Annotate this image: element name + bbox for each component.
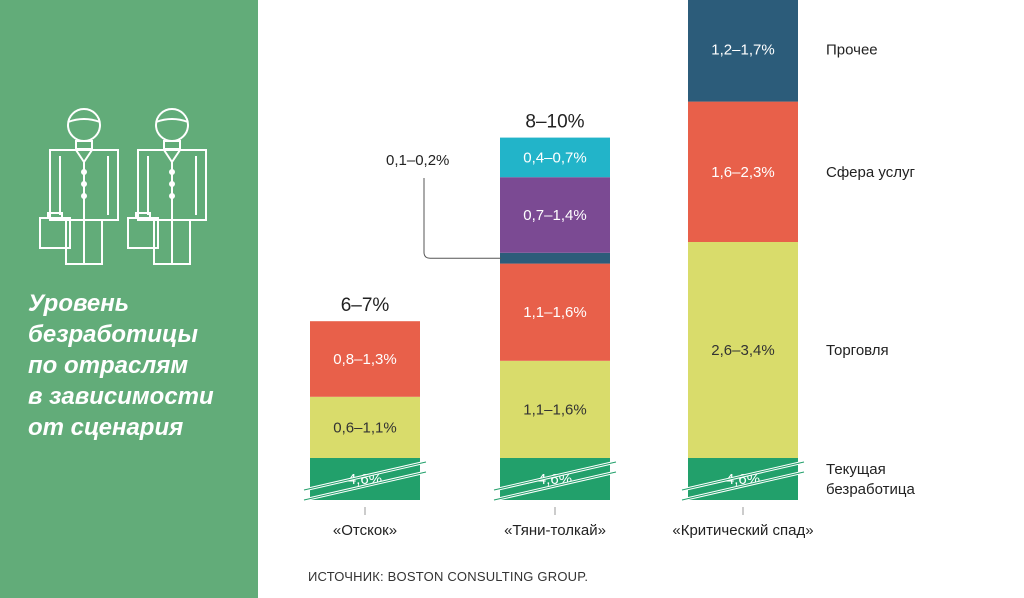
total-label: 6–7% <box>341 295 390 316</box>
businessman-with-briefcase-icon <box>39 108 207 265</box>
axis-break-mark <box>493 471 617 501</box>
bar-segment <box>500 137 610 178</box>
chart-title-line: Уровень <box>28 290 129 317</box>
chart-title-line: от сценария <box>28 414 184 441</box>
axis-break-mark <box>681 471 805 501</box>
source-note: ИСТОЧНИК: BOSTON CONSULTING GROUP. <box>308 569 588 584</box>
chart-title-line: в зависимости <box>28 383 214 410</box>
legend-entry: Торговля <box>826 342 889 359</box>
axis-break-mark <box>681 461 805 491</box>
data-label: 0,4–0,7% <box>523 149 586 166</box>
data-label: 2,6–3,4% <box>711 342 774 359</box>
chart-title-line: безработицы <box>28 321 198 348</box>
bar-segment <box>500 263 610 361</box>
callout-leader <box>423 178 501 259</box>
data-label: 1,2–1,7% <box>711 41 774 58</box>
axis-break-mark <box>493 461 617 491</box>
bar-segment <box>310 321 420 397</box>
legend-entry: безработица <box>826 481 915 498</box>
legend-entry: Сфера услуг <box>826 164 915 181</box>
bars-layer: 4,6%0,6–1,1%0,8–1,3%6–7%«Отскок»4,6%1,1–… <box>303 0 814 539</box>
bar-segment <box>688 0 798 102</box>
legend-entry: Прочее <box>826 41 878 58</box>
data-label: 1,6–2,3% <box>711 164 774 181</box>
data-label: 0,6–1,1% <box>333 419 396 436</box>
data-label: 0,8–1,3% <box>333 351 396 368</box>
bar-segment <box>688 242 798 458</box>
data-label: 0,7–1,4% <box>523 207 586 224</box>
legend-entry: Текущая <box>826 461 886 478</box>
stacked-bar-chart: 4,6%0,6–1,1%0,8–1,3%6–7%«Отскок»4,6%1,1–… <box>303 0 915 584</box>
axis-break-mark <box>303 471 427 501</box>
data-label: 1,1–1,6% <box>523 304 586 321</box>
bar-segment <box>500 360 610 458</box>
category-label: «Отскок» <box>333 522 397 539</box>
bar-segment <box>500 252 610 264</box>
axis-break-mark <box>303 461 427 491</box>
data-label: 1,1–1,6% <box>523 401 586 418</box>
bar-segment <box>310 396 420 458</box>
total-label: 8–10% <box>525 112 584 133</box>
bar-segment <box>500 177 610 253</box>
bar-segment <box>688 101 798 242</box>
chart-title: Уровень безработицы по отраслям в зависимос… <box>28 288 253 443</box>
category-label: «Критический спад» <box>672 522 813 539</box>
callout-label: 0,1–0,2% <box>386 152 449 169</box>
chart-title-line: по отраслям <box>28 352 189 379</box>
sidebar-panel: Уровень безработицы по отраслям в зависимос… <box>0 0 258 598</box>
legend: СтроительствоОбрабатывающиепроизводстваП… <box>826 41 915 498</box>
category-label: «Тяни-толкай» <box>504 522 606 539</box>
